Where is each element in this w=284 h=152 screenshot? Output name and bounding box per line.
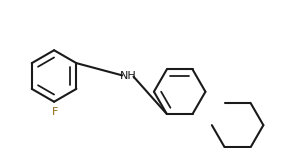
Text: NH: NH	[120, 71, 136, 81]
Text: F: F	[51, 107, 58, 117]
